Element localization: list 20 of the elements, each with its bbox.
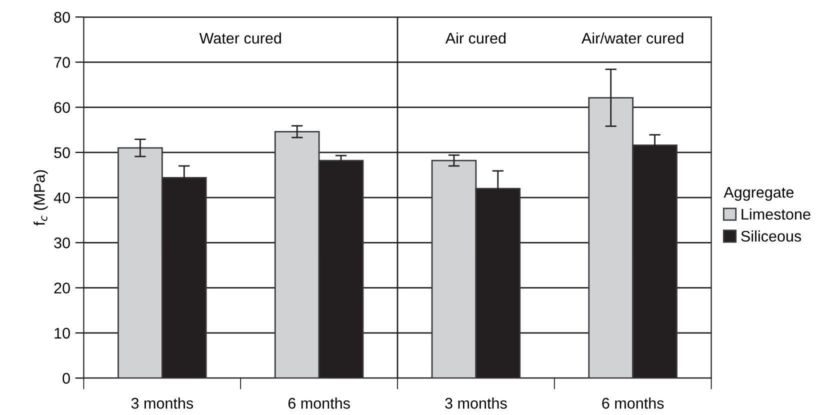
legend-label: Siliceous [741, 230, 802, 242]
annotation: Air/water cured [582, 32, 684, 44]
annotation: Water cured [199, 32, 281, 44]
y-axis-title: f$_{c}$ (MPa) [34, 170, 48, 226]
y-tick-label: 30 [54, 238, 70, 248]
legend-label: Limestone [742, 208, 810, 220]
x-tick-label: 3 months [131, 398, 194, 409]
y-tick-label: 80 [54, 12, 70, 23]
y-tick-label: 40 [54, 192, 70, 204]
y-tick-label: 50 [54, 147, 70, 158]
x-tick-label: 6 months [288, 398, 350, 409]
annotation: Air cured [445, 32, 506, 44]
y-tick-label: 0 [62, 372, 70, 384]
y-tick-label: 60 [54, 102, 70, 113]
y-tick-label: 10 [54, 328, 70, 339]
y-tick-label: 20 [54, 282, 70, 294]
x-tick-label: 3 months [445, 398, 507, 409]
legend-title: Aggregate [724, 187, 794, 201]
x-tick-label: 6 months [602, 398, 664, 409]
y-tick-label: 70 [54, 57, 70, 68]
